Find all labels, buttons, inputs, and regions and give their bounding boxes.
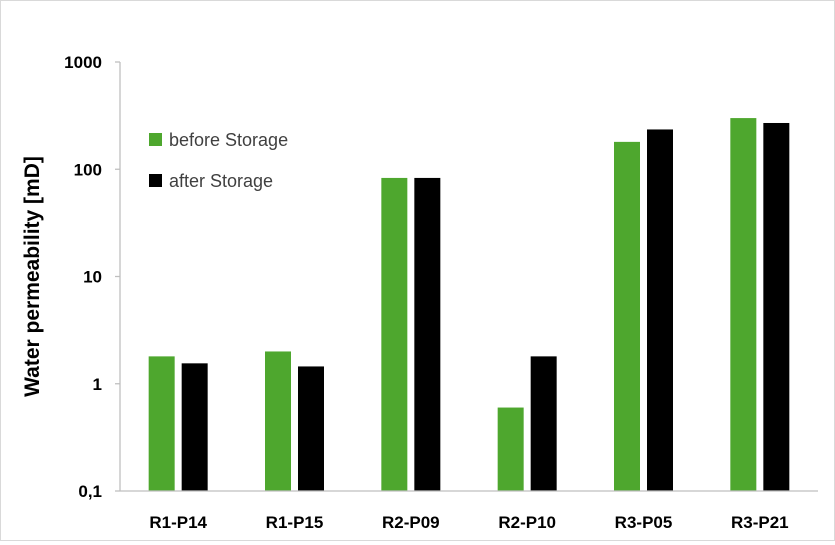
bar-after-storage-r1-p15 bbox=[298, 366, 324, 491]
x-category-label: R1-P14 bbox=[149, 513, 207, 532]
legend-swatch-before-storage bbox=[149, 133, 162, 146]
y-tick-label: 0,1 bbox=[78, 482, 102, 501]
bar-after-storage-r2-p10 bbox=[530, 356, 557, 491]
bar-before-storage-r1-p15 bbox=[265, 351, 291, 491]
bar-after-storage-r3-p21 bbox=[763, 122, 790, 491]
legend-label-before-storage: before Storage bbox=[169, 130, 288, 150]
bar-after-storage-r1-p14 bbox=[181, 363, 208, 491]
y-axis-tick-labels: 0,1 1 10 100 1000 bbox=[64, 53, 120, 501]
bar-before-storage-r2-p10 bbox=[497, 407, 524, 491]
bar-before-storage-r2-p09 bbox=[381, 177, 408, 491]
x-category-label: R1-P15 bbox=[266, 513, 324, 532]
bar-before-storage-r3-p05 bbox=[614, 141, 640, 492]
bar-after-storage-r3-p05 bbox=[647, 129, 673, 491]
y-axis-title: Water permeability [mD] bbox=[21, 156, 44, 397]
bar-before-storage-r1-p14 bbox=[148, 356, 175, 491]
y-tick-label: 100 bbox=[74, 160, 102, 179]
legend: before Storage after Storage bbox=[149, 130, 288, 191]
x-category-label: R3-P21 bbox=[731, 513, 789, 532]
y-tick-label: 10 bbox=[83, 268, 102, 287]
y-tick-label: 1000 bbox=[64, 53, 102, 72]
bar-after-storage-r2-p09 bbox=[414, 177, 441, 491]
y-tick-label: 1 bbox=[93, 375, 102, 394]
x-axis-category-labels: R1-P14 R1-P15 R2-P09 R2-P10 R3-P05 R3-P21 bbox=[149, 513, 788, 532]
x-category-label: R3-P05 bbox=[615, 513, 673, 532]
bars bbox=[148, 118, 790, 492]
legend-swatch-after-storage bbox=[149, 174, 162, 187]
x-category-label: R2-P09 bbox=[382, 513, 440, 532]
x-category-label: R2-P10 bbox=[498, 513, 556, 532]
legend-label-after-storage: after Storage bbox=[169, 171, 273, 191]
bar-before-storage-r3-p21 bbox=[730, 118, 757, 492]
